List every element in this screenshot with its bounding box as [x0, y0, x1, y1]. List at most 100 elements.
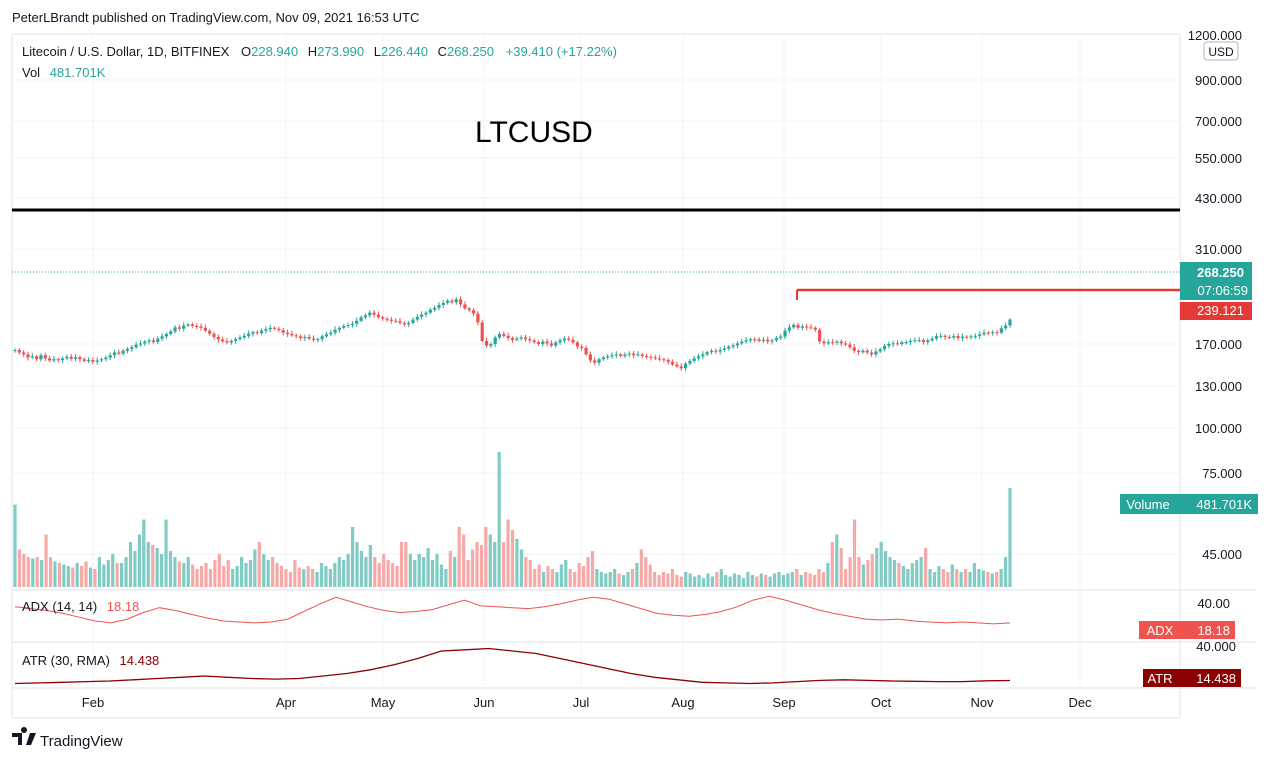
candle-body — [869, 352, 874, 355]
volume-bar — [621, 575, 626, 587]
candle-body — [355, 320, 359, 324]
candle-body — [939, 335, 943, 337]
candle-body — [874, 351, 878, 355]
candle-body — [186, 324, 190, 326]
volume-bar — [919, 557, 923, 587]
volume-bar — [328, 569, 332, 587]
candle-body — [506, 335, 510, 339]
volume-bar — [737, 575, 741, 587]
time-tick: Nov — [970, 695, 994, 710]
candle-body — [965, 336, 969, 338]
price-scale[interactable]: 1200.000 USD 900.000 700.000 550.000 430… — [1188, 28, 1242, 562]
candle-body — [290, 333, 294, 336]
candle-body — [30, 356, 34, 358]
candle-body — [134, 344, 138, 348]
time-tick: Oct — [871, 695, 892, 710]
candle-body — [212, 333, 216, 337]
volume-bar — [852, 519, 857, 587]
candle-body — [986, 332, 990, 334]
volume-bar — [142, 519, 146, 587]
candle-body — [329, 332, 333, 335]
candle-body — [381, 317, 385, 319]
candle-body — [225, 341, 229, 343]
volume-bar — [750, 575, 754, 587]
candle-body — [372, 312, 376, 315]
volume-bar — [635, 563, 639, 587]
support-price-value: 239.121 — [1197, 303, 1244, 318]
candle-body — [363, 315, 368, 318]
time-axis[interactable]: Feb Apr May Jun Jul Aug Sep Oct Nov Dec — [82, 695, 1092, 710]
volume-bar — [311, 569, 315, 587]
volume-bar — [88, 567, 93, 587]
volume-bar — [701, 578, 706, 587]
candle-body — [619, 354, 623, 356]
candle-body — [441, 302, 445, 305]
volume-bar — [684, 572, 688, 587]
volume-bar — [732, 573, 737, 587]
candle-body — [978, 334, 982, 336]
volume-bar — [688, 573, 692, 587]
candle-body — [766, 339, 770, 342]
volume-legend: Vol 481.701K — [22, 65, 106, 80]
time-tick: May — [371, 695, 396, 710]
candle-body — [934, 336, 939, 339]
volume-bar — [564, 560, 568, 587]
volume-bar — [710, 576, 714, 587]
atr-legend: ATR (30, RMA) 14.438 — [22, 653, 159, 668]
candle-body — [632, 353, 636, 356]
volume-bar — [675, 575, 679, 587]
volume-bar — [617, 573, 621, 587]
volume-bar — [968, 572, 972, 587]
volume-bar — [963, 569, 968, 587]
volume-bar — [195, 569, 199, 587]
candle-body — [835, 341, 839, 343]
candle-body — [735, 343, 740, 346]
volume-bar — [390, 563, 395, 587]
candle-body — [952, 336, 956, 338]
candle-body — [904, 342, 908, 344]
currency-box[interactable] — [1203, 41, 1239, 61]
candle-body — [307, 336, 311, 339]
candle-body — [251, 332, 255, 334]
tradingview-logo[interactable]: TradingView — [12, 726, 123, 750]
volume-bar — [657, 575, 661, 587]
candle-body — [887, 344, 891, 346]
symbol-line[interactable]: Litecoin / U.S. Dollar, 1D, BITFINEX O22… — [22, 44, 617, 59]
adx-legend-label: ADX (14, 14) — [22, 599, 97, 614]
candle-body — [350, 323, 355, 326]
volume-bar — [22, 554, 26, 587]
candle-body — [17, 349, 21, 353]
candle-body — [190, 324, 194, 326]
adx-line — [14, 595, 1011, 625]
price-tick: 550.000 — [1195, 151, 1242, 166]
volume-bar — [297, 567, 301, 587]
candle-body — [852, 347, 856, 351]
volume-bar — [235, 566, 239, 587]
candle-body — [255, 332, 259, 334]
volume-bar — [697, 575, 701, 587]
volume-bar — [128, 542, 133, 587]
candle-body — [606, 356, 610, 358]
candle-body — [623, 354, 627, 356]
price-tick: 1200.000 — [1188, 28, 1242, 43]
volume-bar — [319, 563, 324, 587]
volume-legend-label: Vol — [22, 65, 40, 80]
volume-bar — [924, 548, 928, 587]
volume-bar — [164, 519, 168, 587]
time-tick: Dec — [1068, 695, 1092, 710]
volume-bar — [97, 557, 101, 587]
atr-legend-value: 14.438 — [120, 653, 160, 668]
volume-bar — [257, 542, 261, 587]
volume-bar — [159, 554, 164, 587]
candle-body — [856, 350, 861, 353]
volume-bar — [439, 564, 444, 587]
candle-body — [848, 344, 852, 348]
volume-bar — [177, 561, 181, 587]
candle-body — [182, 325, 186, 329]
candle-body — [259, 330, 264, 334]
volume-bar — [288, 572, 293, 587]
candle-body — [160, 336, 164, 339]
volume-bar — [568, 569, 572, 587]
candle-body — [73, 357, 78, 359]
